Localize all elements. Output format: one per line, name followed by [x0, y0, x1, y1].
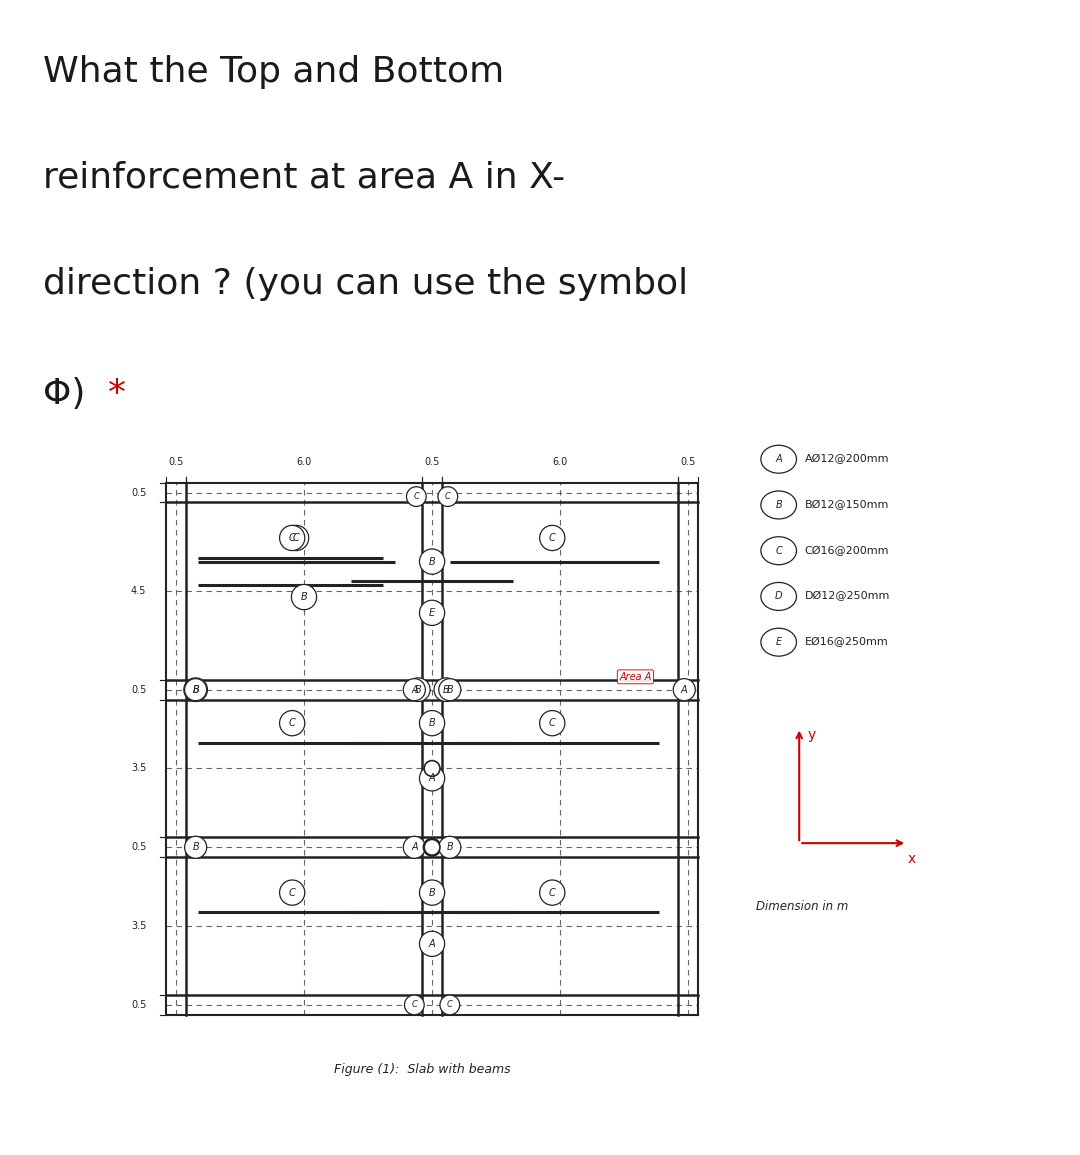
Text: C: C	[549, 532, 555, 543]
Text: What the Top and Bottom: What the Top and Bottom	[43, 54, 504, 89]
Text: reinforcement at area A in X-: reinforcement at area A in X-	[43, 161, 565, 194]
Circle shape	[434, 678, 458, 701]
Text: C: C	[293, 532, 299, 543]
Text: B: B	[192, 685, 199, 694]
Circle shape	[438, 679, 461, 701]
Circle shape	[540, 526, 565, 551]
Text: C: C	[447, 1000, 453, 1009]
Text: 0.5: 0.5	[168, 457, 184, 467]
Circle shape	[438, 836, 461, 858]
Circle shape	[405, 996, 424, 1015]
Circle shape	[540, 880, 565, 906]
Circle shape	[540, 710, 565, 736]
Circle shape	[440, 996, 460, 1015]
Text: EØ16@250mm: EØ16@250mm	[805, 638, 889, 647]
Text: E: E	[775, 638, 782, 647]
Text: BØ12@150mm: BØ12@150mm	[805, 500, 889, 511]
Circle shape	[406, 486, 427, 506]
Circle shape	[419, 710, 445, 736]
Circle shape	[403, 679, 426, 701]
Text: B: B	[192, 842, 199, 852]
Text: C: C	[775, 545, 782, 556]
Circle shape	[423, 839, 441, 856]
Text: A: A	[775, 454, 782, 464]
Circle shape	[419, 549, 445, 574]
Circle shape	[185, 679, 206, 701]
Text: Φ): Φ)	[43, 377, 97, 410]
Text: DØ12@250mm: DØ12@250mm	[805, 591, 890, 602]
Text: *: *	[108, 377, 125, 410]
Text: 3.5: 3.5	[131, 763, 147, 774]
Text: direction ? (you can use the symbol: direction ? (you can use the symbol	[43, 267, 688, 300]
Circle shape	[419, 931, 445, 956]
Circle shape	[760, 445, 797, 474]
Text: x: x	[907, 852, 916, 866]
Circle shape	[760, 491, 797, 519]
Text: B: B	[446, 842, 454, 852]
Circle shape	[284, 526, 309, 551]
Text: A: A	[411, 685, 418, 694]
Text: E: E	[429, 608, 435, 618]
Text: C: C	[549, 887, 555, 897]
Text: B: B	[446, 685, 454, 694]
Text: A: A	[681, 685, 688, 694]
Text: 0.5: 0.5	[131, 842, 147, 852]
Circle shape	[424, 840, 440, 855]
Text: 0.5: 0.5	[424, 457, 440, 467]
Circle shape	[760, 582, 797, 610]
Circle shape	[292, 584, 316, 610]
Text: B: B	[429, 718, 435, 728]
Text: C: C	[288, 887, 296, 897]
Circle shape	[280, 880, 305, 906]
Text: Dimension in m: Dimension in m	[756, 900, 849, 914]
Text: y: y	[808, 728, 816, 742]
Text: C: C	[411, 1000, 417, 1009]
Text: C: C	[549, 718, 555, 728]
Text: D: D	[775, 591, 782, 602]
Text: B: B	[443, 685, 449, 694]
Text: Area A: Area A	[619, 672, 651, 681]
Text: C: C	[414, 492, 419, 501]
Text: B: B	[429, 887, 435, 897]
Circle shape	[280, 710, 305, 736]
Circle shape	[185, 836, 206, 858]
Circle shape	[419, 601, 445, 626]
Text: Figure (1):  Slab with beams: Figure (1): Slab with beams	[334, 1064, 511, 1076]
Text: 0.5: 0.5	[131, 487, 147, 498]
Text: B: B	[415, 685, 421, 694]
Text: 6.0: 6.0	[553, 457, 568, 467]
Circle shape	[280, 526, 305, 551]
Circle shape	[438, 486, 458, 506]
Text: C: C	[288, 718, 296, 728]
Text: 0.5: 0.5	[131, 685, 147, 694]
Text: C: C	[445, 492, 450, 501]
Text: 6.0: 6.0	[296, 457, 312, 467]
Circle shape	[760, 628, 797, 656]
Circle shape	[403, 836, 426, 858]
Text: C: C	[288, 532, 296, 543]
Text: A: A	[411, 842, 418, 852]
Circle shape	[760, 537, 797, 565]
Text: B: B	[192, 685, 199, 694]
Text: 4.5: 4.5	[131, 586, 147, 596]
Text: A: A	[429, 774, 435, 783]
Text: 0.5: 0.5	[680, 457, 696, 467]
Circle shape	[419, 880, 445, 906]
Circle shape	[673, 679, 696, 701]
Text: 0.5: 0.5	[131, 1000, 147, 1009]
Circle shape	[406, 678, 430, 701]
Circle shape	[184, 678, 207, 701]
Text: 3.5: 3.5	[131, 921, 147, 931]
Text: B: B	[429, 557, 435, 567]
Text: B: B	[300, 593, 308, 602]
Text: CØ16@200mm: CØ16@200mm	[805, 545, 889, 556]
Circle shape	[419, 766, 445, 791]
Text: AØ12@200mm: AØ12@200mm	[805, 454, 889, 464]
Circle shape	[424, 761, 440, 776]
Text: A: A	[429, 939, 435, 949]
Text: B: B	[775, 500, 782, 511]
